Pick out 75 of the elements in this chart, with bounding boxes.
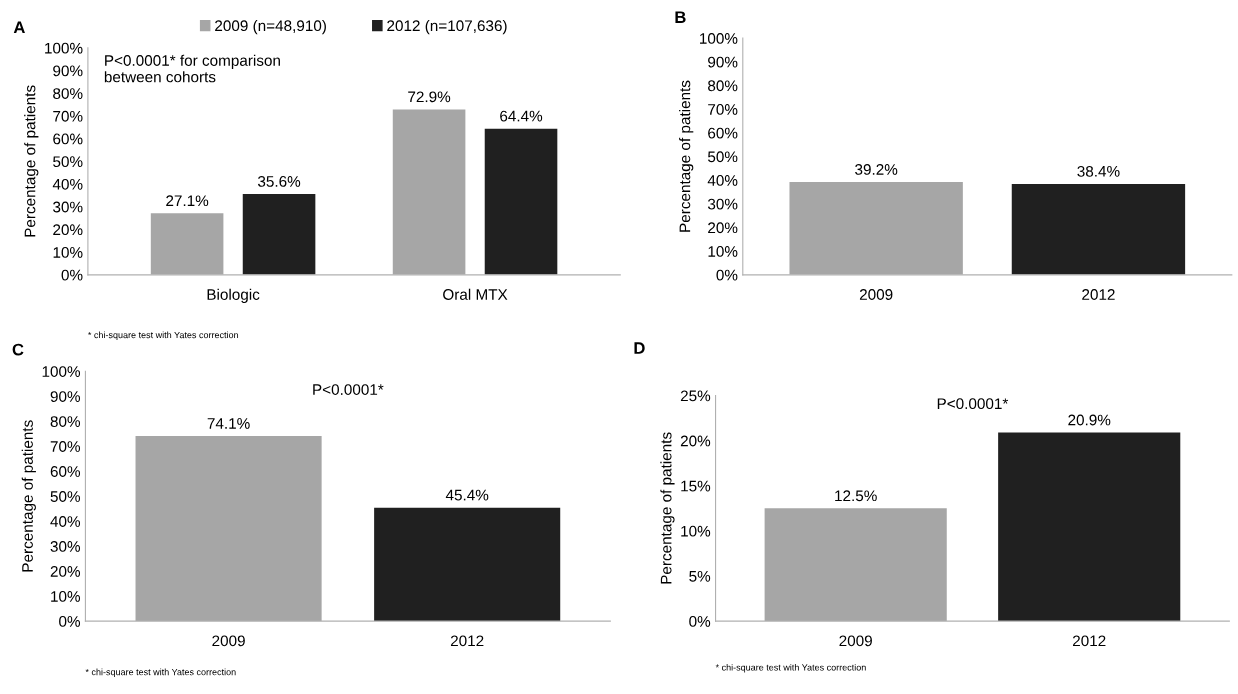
y-tick-label: 30% <box>53 201 83 213</box>
y-tick-label: 40% <box>50 516 81 527</box>
y-tick-label: 5% <box>689 570 711 582</box>
x-tick-label: 2012 <box>1072 635 1106 647</box>
x-tick-label: 2009 <box>839 635 872 647</box>
chart-title: A <box>13 21 25 34</box>
y-axis-title: Percentage of patients <box>21 420 36 572</box>
y-tick-label: 50% <box>50 491 81 502</box>
data-label: 45.4% <box>445 489 489 501</box>
annotation: P<0.0001* for comparison between cohorts <box>104 54 280 83</box>
text: * chi-square test with Yates correction <box>88 331 239 340</box>
data-label: 72.9% <box>408 91 451 103</box>
data-label: 38.4% <box>1077 165 1120 177</box>
x-tick-label: 2009 <box>212 635 245 647</box>
y-tick-label: 80% <box>708 80 738 92</box>
y-tick-label: 20% <box>50 566 81 577</box>
data-label: 12.5% <box>835 490 877 502</box>
y-tick-label: 90% <box>708 56 738 68</box>
y-tick-label: 60% <box>53 133 83 145</box>
y-axis-title: Percentage of patients <box>679 80 694 232</box>
y-tick-label: 70% <box>53 110 83 122</box>
data-label: 27.1% <box>166 195 209 207</box>
y-tick-label: 40% <box>52 178 83 190</box>
x-tick-label: 2012 <box>1082 289 1115 300</box>
y-tick-label: 50% <box>53 156 83 168</box>
y-tick-label: 100% <box>700 33 738 44</box>
y-tick-label: 90% <box>53 65 83 77</box>
y-tick-label: 10% <box>708 246 738 257</box>
x-tick-label: Biologic <box>207 288 260 303</box>
y-tick-label: 10% <box>51 591 81 602</box>
y-tick-label: 100% <box>42 366 81 377</box>
data-label: 35.6% <box>257 176 301 187</box>
annotation: P<0.0001* <box>937 398 1009 410</box>
y-tick-label: 80% <box>50 416 81 427</box>
y-tick-label: 0% <box>61 269 83 281</box>
x-tick-label: 2009 <box>859 289 893 300</box>
y-tick-label: 0% <box>689 616 711 627</box>
y-axis-title: Percentage of patients <box>24 85 39 237</box>
y-tick-label: 80% <box>53 88 83 99</box>
y-tick-label: 15% <box>681 480 711 492</box>
data-label: 64.4% <box>500 110 543 122</box>
y-tick-label: 20% <box>53 224 83 236</box>
y-tick-label: 20% <box>708 222 738 234</box>
y-tick-label: 25% <box>680 390 711 402</box>
y-axis-title: Percentage of patients <box>660 432 675 584</box>
y-tick-label: 30% <box>50 541 81 552</box>
y-tick-label: 40% <box>707 175 738 186</box>
text: * chi-square test with Yates correction <box>715 663 866 673</box>
y-tick-label: 20% <box>680 435 711 447</box>
legend-label: 2009 (n=48,910) <box>215 19 326 35</box>
y-tick-label: 70% <box>708 104 738 115</box>
chart-title: D <box>634 342 645 354</box>
data-label: 74.1% <box>207 418 250 429</box>
legend-label: 2012 (n=107,636) <box>387 19 507 35</box>
y-tick-label: 60% <box>708 127 738 139</box>
y-tick-label: 60% <box>50 466 81 477</box>
y-tick-label: 10% <box>681 525 711 537</box>
bar <box>484 128 558 275</box>
x-tick-label: 2012 <box>450 635 484 647</box>
data-label: 39.2% <box>855 164 898 175</box>
chart-title: C <box>12 343 24 356</box>
data-label: 20.9% <box>1068 414 1111 426</box>
x-tick-label: Oral MTX <box>443 288 508 300</box>
y-tick-label: 90% <box>50 391 81 402</box>
y-tick-label: 0% <box>716 269 738 281</box>
text: * chi-square test with Yates correction <box>85 668 236 678</box>
annotation: P<0.0001* <box>313 384 384 395</box>
y-tick-label: 100% <box>45 42 83 54</box>
bar <box>242 194 316 275</box>
y-tick-label: 30% <box>707 198 738 210</box>
y-tick-label: 10% <box>53 247 83 258</box>
y-tick-label: 70% <box>50 441 81 452</box>
y-tick-label: 0% <box>59 616 81 627</box>
chart-title: B <box>675 11 686 23</box>
y-tick-label: 50% <box>707 151 738 163</box>
